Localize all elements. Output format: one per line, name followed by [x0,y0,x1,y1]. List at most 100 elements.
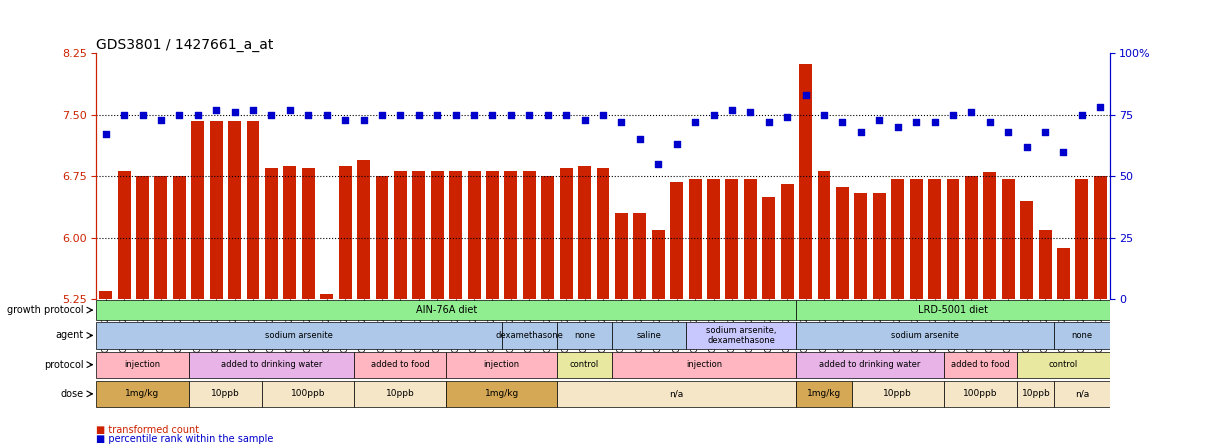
Bar [357,160,370,299]
Point [520,111,539,119]
FancyBboxPatch shape [613,322,686,349]
Bar [431,170,444,299]
Point [280,106,299,113]
Point [299,111,318,119]
Point [851,128,871,135]
Bar [1002,179,1014,299]
Text: AIN-76A diet: AIN-76A diet [416,305,478,315]
FancyBboxPatch shape [96,301,796,320]
Point [833,119,853,126]
Bar [965,176,978,299]
Point [814,111,833,119]
Point [96,131,116,138]
FancyBboxPatch shape [446,381,557,407]
Bar [449,170,462,299]
Point [538,111,557,119]
FancyBboxPatch shape [96,381,188,407]
FancyBboxPatch shape [944,381,1018,407]
Point [502,111,521,119]
Point [226,109,245,116]
FancyBboxPatch shape [502,322,557,349]
Point [667,141,686,148]
Text: 100ppb: 100ppb [291,389,326,398]
Text: LRD-5001 diet: LRD-5001 diet [918,305,988,315]
Bar [707,179,720,299]
Bar [118,170,130,299]
Bar [633,213,646,299]
FancyBboxPatch shape [557,322,613,349]
Text: ■ transformed count: ■ transformed count [96,425,200,435]
Point [778,114,797,121]
Text: control: control [1049,360,1078,369]
Point [1017,143,1036,151]
FancyBboxPatch shape [613,352,796,378]
Bar [891,179,904,299]
Point [482,111,502,119]
Bar [780,185,794,299]
Text: 10ppb: 10ppb [883,389,912,398]
FancyBboxPatch shape [796,301,1110,320]
Point [631,136,650,143]
Bar [800,64,812,299]
Point [244,106,263,113]
Bar [172,176,186,299]
Bar [1094,176,1107,299]
Text: 100ppb: 100ppb [964,389,997,398]
Point [907,119,926,126]
FancyBboxPatch shape [796,352,944,378]
Text: n/a: n/a [669,389,684,398]
Point [335,116,355,123]
Bar [321,293,333,299]
Bar [651,230,665,299]
FancyBboxPatch shape [188,352,355,378]
Bar [412,170,426,299]
Bar [818,170,831,299]
Bar [1076,179,1088,299]
Bar [873,193,885,299]
Point [262,111,281,119]
Text: growth protocol: growth protocol [7,305,83,315]
FancyBboxPatch shape [851,381,944,407]
Point [759,119,778,126]
FancyBboxPatch shape [1054,322,1110,349]
Bar [394,170,406,299]
Bar [762,197,775,299]
Bar [99,291,112,299]
Bar [671,182,683,299]
Text: sodium arsenite: sodium arsenite [891,331,959,340]
Point [611,119,631,126]
Text: dexamethasone: dexamethasone [496,331,563,340]
Bar [541,176,555,299]
Bar [302,168,315,299]
Bar [523,170,535,299]
Bar [486,170,499,299]
Bar [1056,248,1070,299]
Bar [339,166,352,299]
Point [464,111,484,119]
FancyBboxPatch shape [686,322,796,349]
Bar [228,121,241,299]
Point [115,111,134,119]
Text: GDS3801 / 1427661_a_at: GDS3801 / 1427661_a_at [96,38,274,52]
Point [353,116,373,123]
Bar [468,170,480,299]
Point [740,109,760,116]
FancyBboxPatch shape [796,322,1054,349]
FancyBboxPatch shape [96,322,502,349]
Text: sodium arsenite,
dexamethasone: sodium arsenite, dexamethasone [706,326,777,345]
Text: 10ppb: 10ppb [386,389,415,398]
FancyBboxPatch shape [446,352,557,378]
Point [1090,104,1110,111]
Point [373,111,392,119]
FancyBboxPatch shape [1018,352,1110,378]
Text: sodium arsenite: sodium arsenite [265,331,333,340]
Bar [246,121,259,299]
FancyBboxPatch shape [262,381,355,407]
Point [1072,111,1091,119]
Point [317,111,336,119]
Text: injection: injection [484,360,520,369]
FancyBboxPatch shape [557,381,796,407]
Text: injection: injection [124,360,160,369]
Text: protocol: protocol [43,360,83,370]
Bar [726,179,738,299]
